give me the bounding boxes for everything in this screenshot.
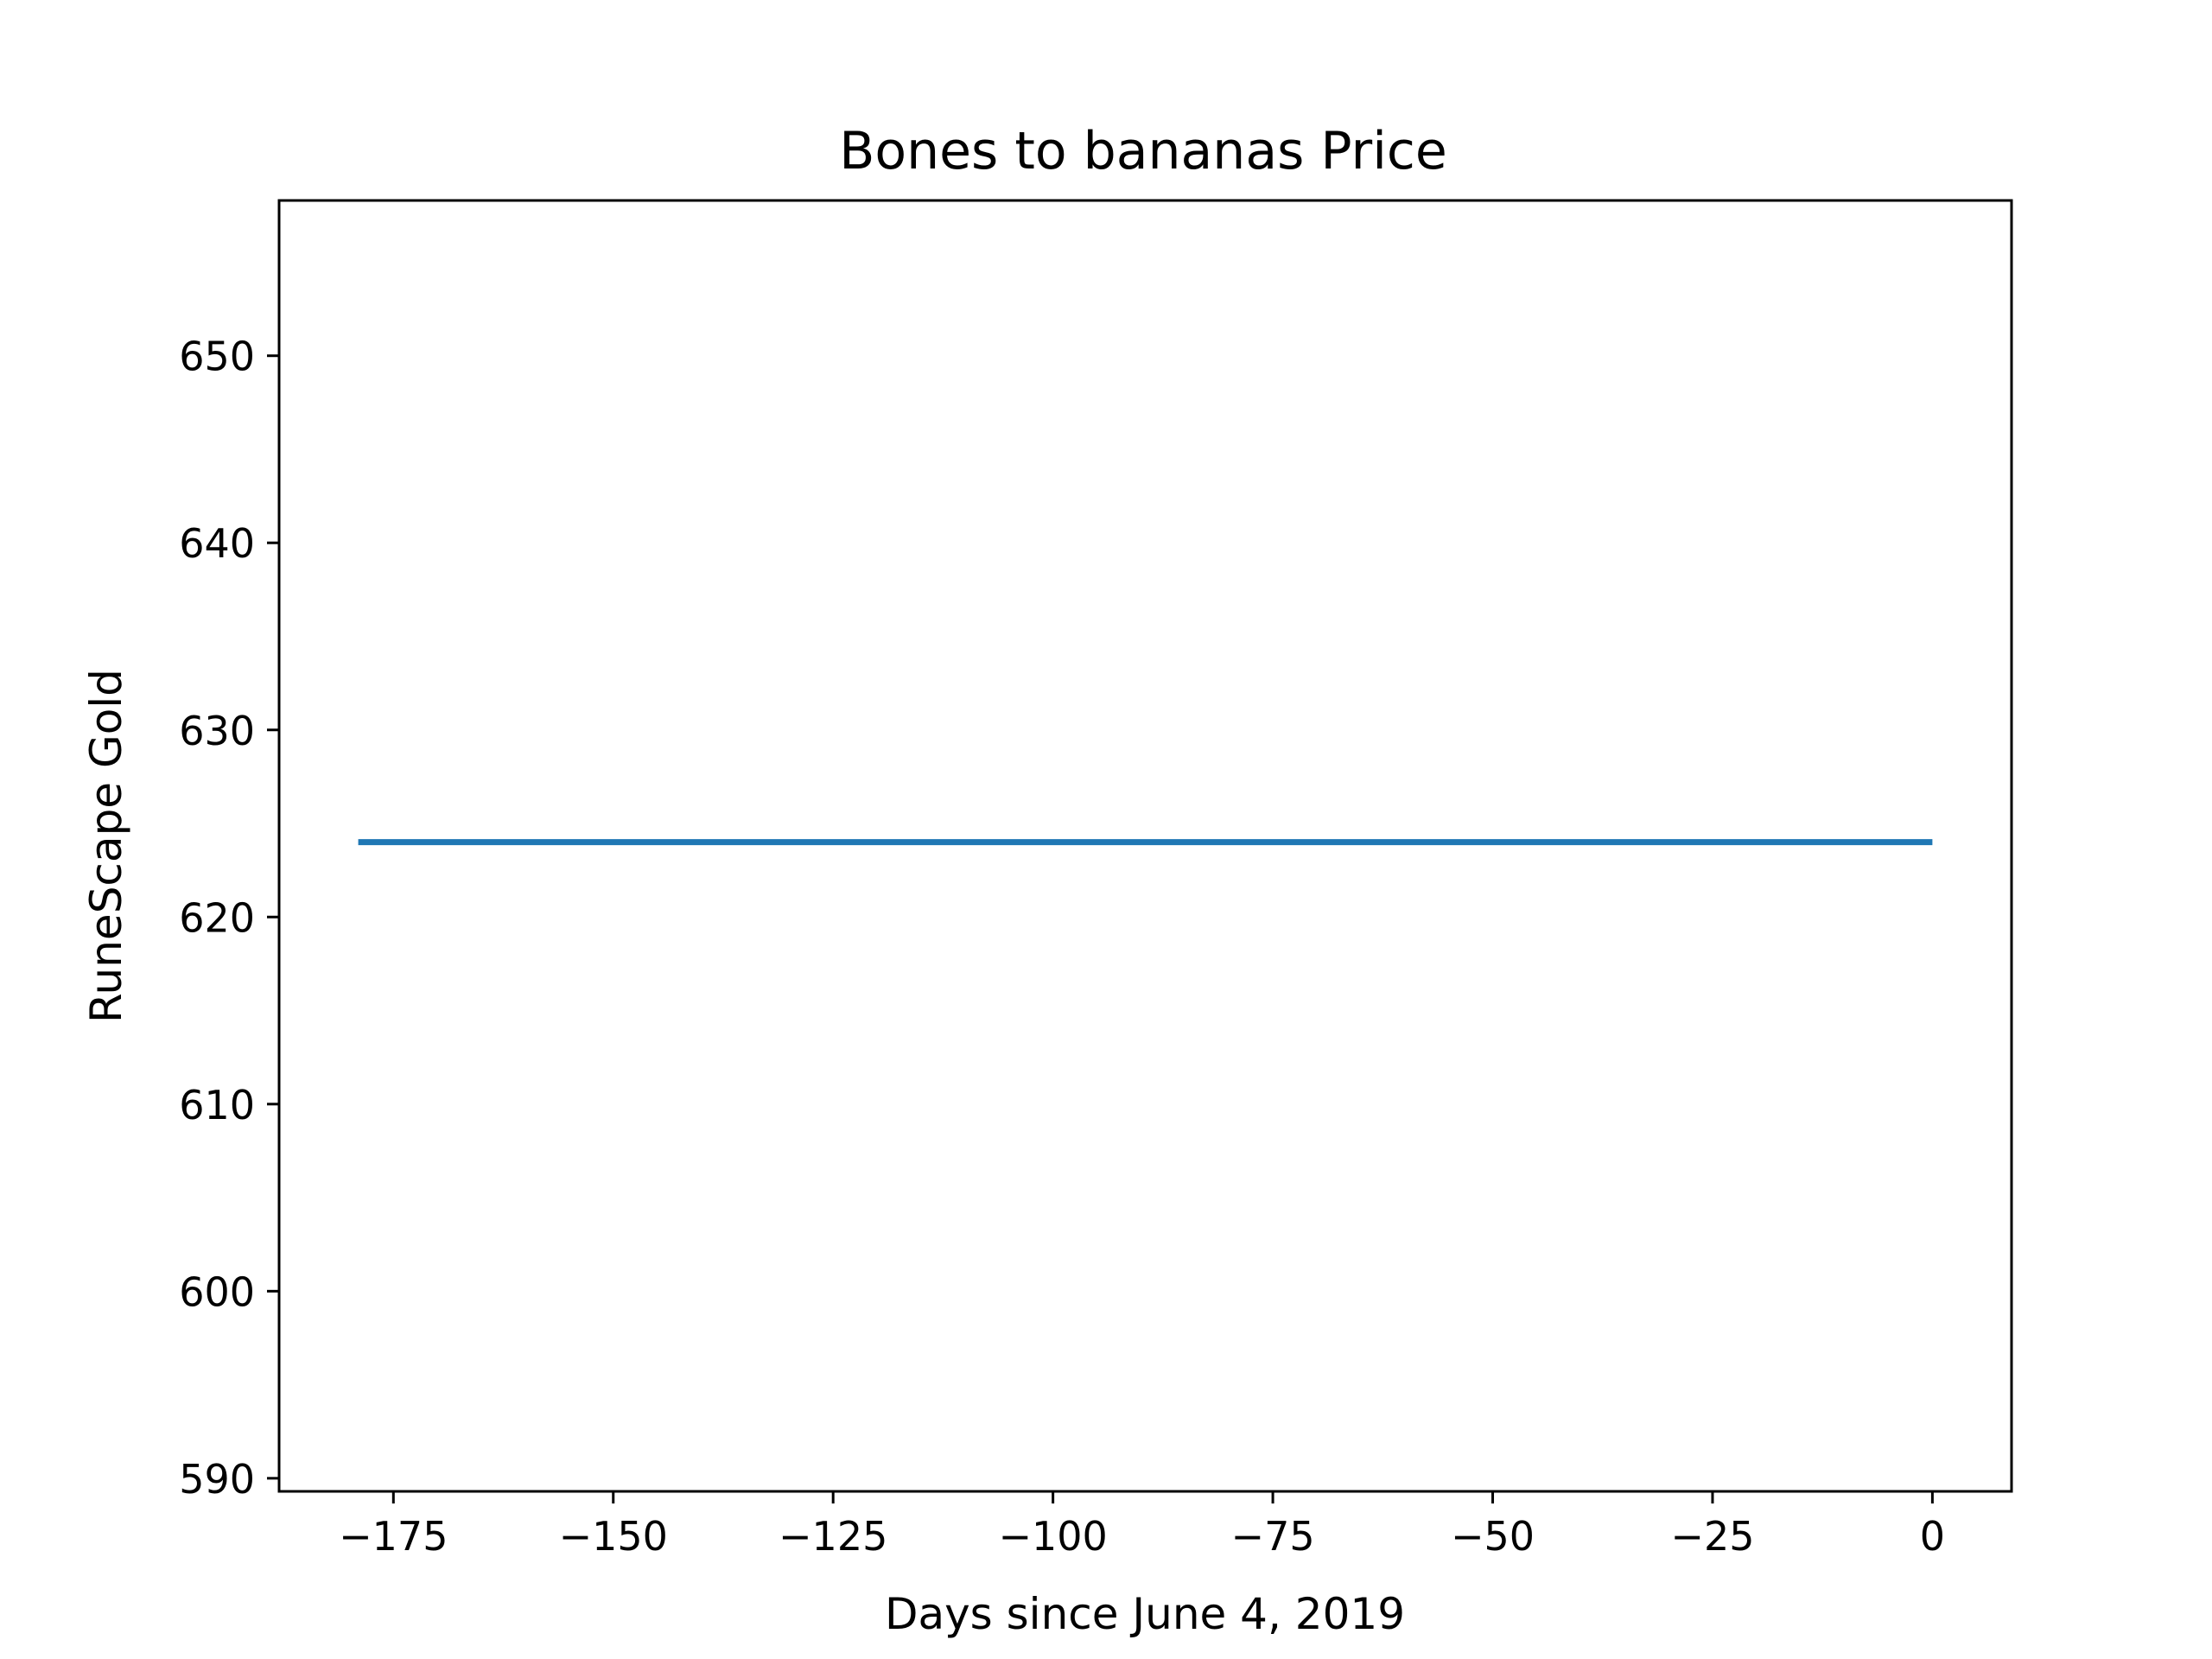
x-tick-label: 0 xyxy=(1920,1513,1945,1560)
chart-title: Bones to bananas Price xyxy=(839,121,1447,181)
y-axis-title: RuneScape Gold xyxy=(81,669,131,1023)
x-tick-label: −25 xyxy=(1670,1513,1754,1560)
x-tick-label: −125 xyxy=(779,1513,887,1560)
y-tick-label: 630 xyxy=(179,708,255,754)
y-tick-label: 650 xyxy=(179,334,255,380)
x-tick-label: −100 xyxy=(998,1513,1107,1560)
y-axis: 590 600 610 620 630 640 650 xyxy=(179,334,279,1503)
x-tick-label: −175 xyxy=(339,1513,448,1560)
x-axis: −175 −150 −125 −100 −75 −50 −25 0 xyxy=(339,1491,1945,1560)
x-tick-label: −75 xyxy=(1231,1513,1315,1560)
y-tick-label: 640 xyxy=(179,520,255,567)
y-tick-label: 620 xyxy=(179,894,255,941)
x-axis-title: Days since June 4, 2019 xyxy=(885,1589,1405,1639)
axes-frame xyxy=(277,199,2013,1493)
x-tick-label: −50 xyxy=(1451,1513,1535,1560)
y-tick-label: 610 xyxy=(179,1082,255,1128)
x-tick-label: −150 xyxy=(559,1513,668,1560)
y-tick-label: 600 xyxy=(179,1268,255,1315)
y-tick-label: 590 xyxy=(179,1456,255,1503)
